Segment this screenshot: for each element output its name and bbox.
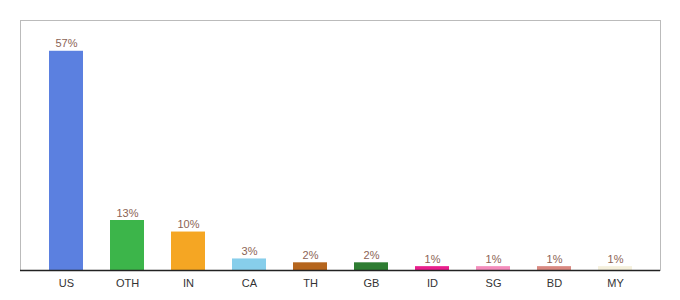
svg-text:TH: TH <box>303 277 318 289</box>
svg-text:1%: 1% <box>547 253 563 265</box>
svg-text:1%: 1% <box>486 253 502 265</box>
svg-text:GB: GB <box>364 277 380 289</box>
svg-text:57%: 57% <box>55 37 77 49</box>
svg-text:10%: 10% <box>177 218 199 230</box>
svg-text:1%: 1% <box>425 253 441 265</box>
svg-text:US: US <box>59 277 74 289</box>
svg-text:OTH: OTH <box>116 277 139 289</box>
svg-text:2%: 2% <box>303 249 319 261</box>
svg-text:ID: ID <box>427 277 438 289</box>
svg-text:13%: 13% <box>116 207 138 219</box>
svg-text:MY: MY <box>607 277 624 289</box>
svg-text:1%: 1% <box>608 253 624 265</box>
svg-text:2%: 2% <box>364 249 380 261</box>
svg-text:IN: IN <box>183 277 194 289</box>
svg-text:SG: SG <box>486 277 502 289</box>
svg-text:CA: CA <box>242 277 258 289</box>
svg-text:BD: BD <box>547 277 562 289</box>
svg-text:3%: 3% <box>242 245 258 257</box>
